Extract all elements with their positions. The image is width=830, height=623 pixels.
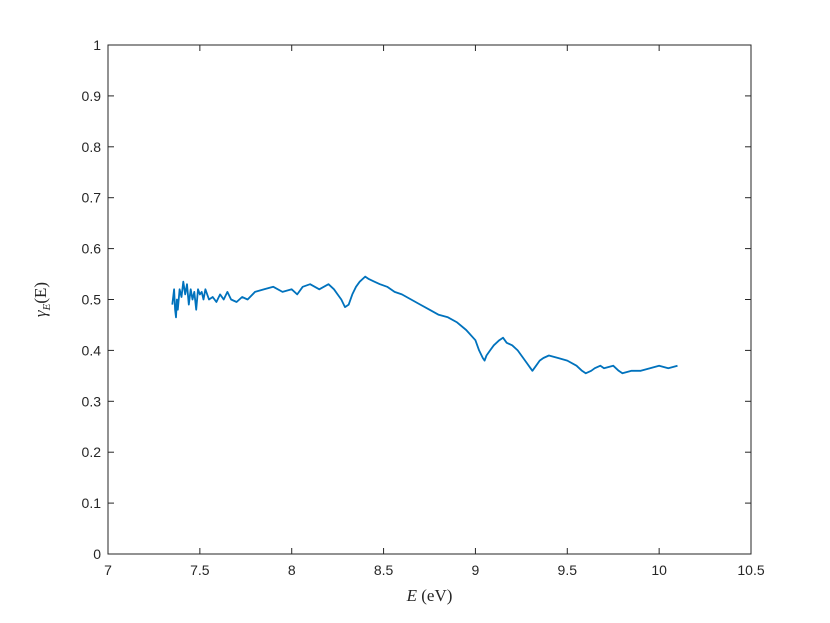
plot-area — [108, 45, 751, 554]
y-tick-label: 0.1 — [82, 495, 102, 511]
y-axis-subscript: E — [41, 303, 53, 311]
y-tick-label: 0 — [93, 546, 101, 562]
y-tick-label: 0.3 — [82, 393, 102, 409]
y-tick-label: 0.6 — [82, 241, 102, 257]
y-axis-argument: (E) — [31, 282, 50, 304]
x-axis-label: E (eV) — [406, 586, 453, 605]
axis-tick-labels: 7 7.5 8 8.5 9 9.5 10 10.5 0 0.1 0.2 0.3 0.4 0.5 0.6 0.7… — [82, 37, 765, 578]
y-tick-label: 0.4 — [82, 342, 102, 358]
x-axis-unit: (eV) — [417, 586, 452, 605]
y-tick-label: 0.9 — [82, 88, 102, 104]
y-tick-label: 0.8 — [82, 139, 102, 155]
y-tick-label: 0.5 — [82, 292, 102, 308]
axis-ticks — [107, 44, 752, 555]
y-axis-label: γE(E) — [31, 282, 53, 317]
x-tick-label: 9 — [472, 562, 480, 578]
x-tick-label: 8 — [288, 562, 296, 578]
plot-frame — [107, 44, 752, 555]
x-tick-label: 7 — [104, 562, 112, 578]
x-tick-label: 9.5 — [558, 562, 578, 578]
data-series-line — [171, 275, 678, 375]
y-tick-label: 0.2 — [82, 444, 102, 460]
x-tick-label: 10.5 — [737, 562, 764, 578]
x-tick-label: 8.5 — [374, 562, 394, 578]
y-tick-label: 0.7 — [82, 190, 102, 206]
x-axis-variable: E — [406, 586, 418, 605]
x-tick-label: 10 — [651, 562, 667, 578]
y-tick-label: 1 — [93, 37, 101, 53]
y-axis-symbol: γ — [31, 309, 50, 317]
x-tick-label: 7.5 — [190, 562, 210, 578]
